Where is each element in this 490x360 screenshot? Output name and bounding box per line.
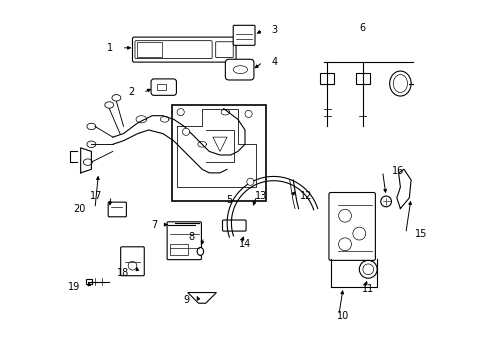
Polygon shape [188,293,217,303]
Bar [86,279,93,284]
FancyBboxPatch shape [121,247,144,276]
Circle shape [339,209,351,222]
FancyBboxPatch shape [233,25,255,45]
Ellipse shape [197,248,203,255]
FancyBboxPatch shape [222,220,246,231]
Bar [137,42,162,57]
Circle shape [339,238,351,251]
Text: 15: 15 [415,229,427,239]
Circle shape [381,196,392,207]
Ellipse shape [87,141,96,148]
Circle shape [245,111,252,117]
Text: 19: 19 [69,282,81,292]
Text: 3: 3 [272,25,278,35]
Text: 9: 9 [184,295,190,305]
Ellipse shape [233,66,247,73]
Text: 4: 4 [272,57,278,67]
Text: 2: 2 [128,87,134,98]
Text: 17: 17 [90,191,102,201]
FancyBboxPatch shape [216,42,233,58]
Circle shape [182,128,190,135]
FancyBboxPatch shape [225,59,254,80]
Bar [320,73,334,84]
FancyBboxPatch shape [329,193,375,260]
Circle shape [247,178,254,185]
FancyBboxPatch shape [151,79,176,95]
FancyBboxPatch shape [108,202,126,217]
Ellipse shape [83,159,92,165]
Bar [157,84,167,90]
Text: 7: 7 [151,220,157,230]
FancyBboxPatch shape [135,41,212,59]
Circle shape [359,260,377,278]
Polygon shape [213,137,227,152]
Ellipse shape [390,71,411,96]
Ellipse shape [105,102,114,108]
Text: 1: 1 [107,43,113,53]
Circle shape [363,264,373,275]
Ellipse shape [112,95,121,101]
Text: 8: 8 [189,232,195,242]
Bar [170,244,188,255]
Text: 11: 11 [362,284,374,294]
Text: 6: 6 [360,23,366,33]
Circle shape [128,261,137,270]
Text: 16: 16 [392,166,404,176]
Text: 10: 10 [337,311,349,321]
Text: 20: 20 [74,203,86,213]
FancyBboxPatch shape [167,222,201,260]
Bar [172,105,267,202]
Text: 5: 5 [226,195,233,204]
Ellipse shape [393,75,408,93]
Text: 18: 18 [117,268,129,278]
FancyBboxPatch shape [132,37,236,62]
Ellipse shape [87,123,96,130]
Text: 14: 14 [239,239,251,249]
Circle shape [353,227,366,240]
Text: 12: 12 [300,191,313,201]
Circle shape [177,109,184,116]
Text: 13: 13 [255,191,267,201]
Bar [356,73,370,84]
